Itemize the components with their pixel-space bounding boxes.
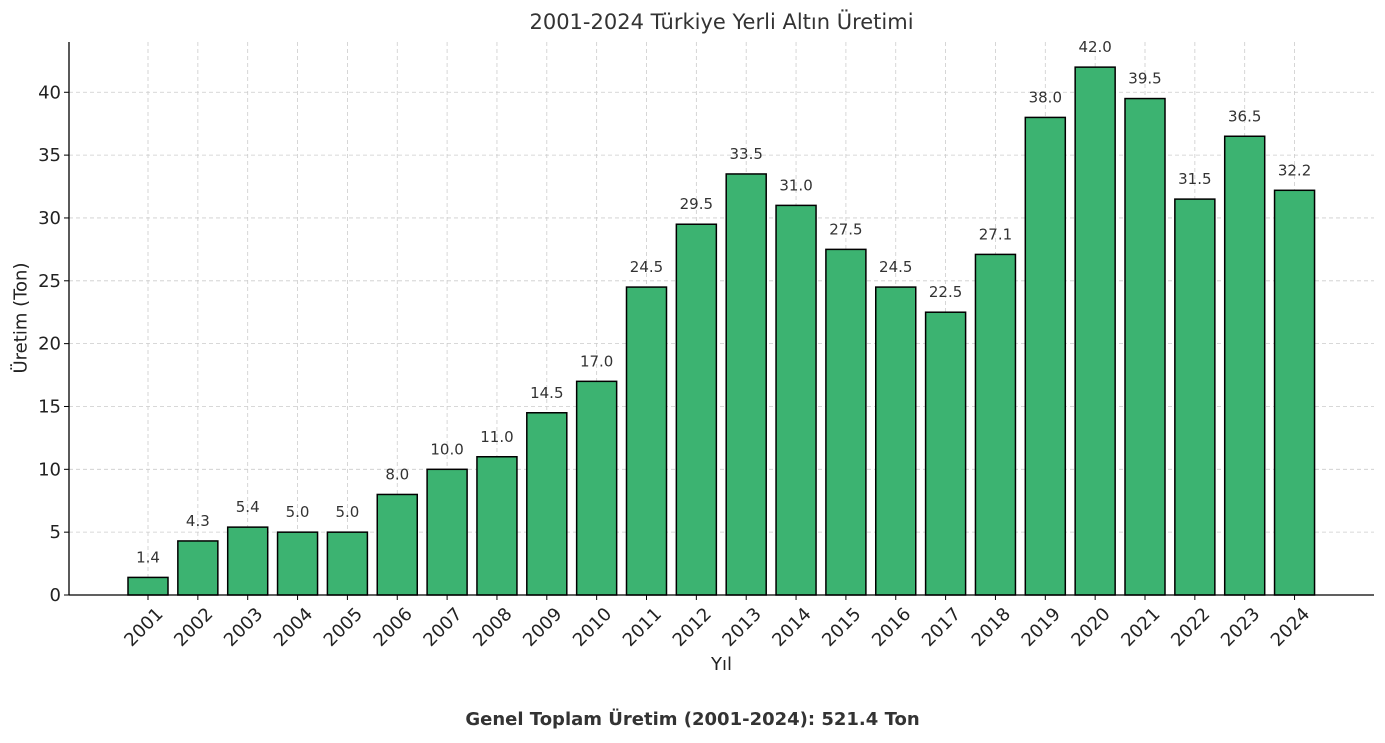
x-tick-label-2006: 2006 [370,604,417,651]
x-tick-label-2021: 2021 [1117,604,1164,651]
bar-2003 [226,526,269,596]
bar-2010 [575,380,618,596]
data-label-2004: 5.0 [286,503,310,521]
y-tick-label-0: 0 [50,585,61,606]
data-label-2008: 11.0 [480,428,513,446]
data-label-2015: 27.5 [829,220,862,238]
y-tick-label-30: 30 [38,208,61,229]
bar-2013 [725,173,767,596]
data-label-2014: 31.0 [779,176,812,194]
x-tick-label-2019: 2019 [1018,604,1065,651]
data-label-2007: 10.0 [430,440,463,458]
y-tick-label-5: 5 [50,522,61,543]
bar-2022 [1174,198,1216,596]
data-label-2021: 39.5 [1128,70,1161,88]
bar-2024 [1273,189,1316,596]
bar-2005 [326,531,369,596]
chart-title: 2001-2024 Türkiye Yerli Altın Üretimi [529,10,914,34]
bar-2008 [476,456,518,596]
x-tick-label-2013: 2013 [718,604,765,651]
x-tick-label-2014: 2014 [768,604,815,651]
bar-2014 [775,204,817,596]
bar-2023 [1223,135,1266,596]
bar-2004 [276,531,319,596]
x-tick-label-2005: 2005 [320,604,367,651]
x-tick-label-2015: 2015 [818,604,865,651]
x-tick-label-2022: 2022 [1167,604,1214,651]
data-label-2017: 22.5 [929,283,962,301]
x-tick-label-2010: 2010 [569,604,616,651]
data-label-2012: 29.5 [680,195,713,213]
data-label-2020: 42.0 [1078,38,1111,56]
y-tick-label-35: 35 [38,145,61,166]
data-label-2013: 33.5 [729,145,762,163]
data-label-2019: 38.0 [1029,88,1062,106]
x-axis-label: Yıl [711,654,732,675]
bar-2016 [875,286,917,596]
data-label-2009: 14.5 [530,384,563,402]
data-label-2024: 32.2 [1278,161,1311,179]
x-tick-label-2001: 2001 [120,604,167,651]
bar-2012 [675,223,718,596]
y-tick-label-20: 20 [38,334,61,355]
bar-2018 [974,253,1017,596]
data-label-2011: 24.5 [630,258,663,276]
x-tick-label-2008: 2008 [469,604,516,651]
x-tick-label-2018: 2018 [968,604,1015,651]
bar-2021 [1124,97,1166,596]
y-tick-label-15: 15 [38,396,61,417]
bar-2015 [825,248,867,596]
x-tick-label-2020: 2020 [1067,604,1114,651]
data-label-2003: 5.4 [236,498,260,516]
bar-2017 [924,311,967,596]
data-label-2005: 5.0 [335,503,359,521]
x-tick-label-2004: 2004 [270,604,317,651]
bar-2002 [177,540,219,596]
bar-2011 [625,286,668,596]
data-label-2002: 4.3 [186,512,210,530]
x-tick-label-2009: 2009 [519,604,566,651]
data-label-2016: 24.5 [879,258,912,276]
x-tick-label-2017: 2017 [918,604,965,651]
x-tick-label-2012: 2012 [669,604,716,651]
y-tick-label-25: 25 [38,271,61,292]
data-label-2022: 31.5 [1178,170,1211,188]
data-label-2023: 36.5 [1228,107,1261,125]
x-tick-label-2007: 2007 [419,604,466,651]
bar-2006 [376,493,418,596]
x-tick-label-2002: 2002 [170,604,217,651]
data-label-2006: 8.0 [385,465,409,483]
data-label-2010: 17.0 [580,352,613,370]
bar-2020 [1074,66,1116,596]
x-tick-label-2011: 2011 [619,604,666,651]
y-tick-label-40: 40 [38,82,61,103]
bar-2001 [127,576,169,596]
data-label-2001: 1.4 [136,548,160,566]
y-tick-label-10: 10 [38,459,61,480]
x-tick-label-2024: 2024 [1267,604,1314,651]
total-production-footer: Genel Toplam Üretim (2001-2024): 521.4 T… [465,709,920,730]
x-tick-label-2023: 2023 [1217,604,1264,651]
data-label-2018: 27.1 [979,225,1012,243]
bar-2007 [426,468,468,596]
bar-2019 [1024,116,1067,596]
bar-2009 [526,412,568,596]
x-tick-label-2003: 2003 [220,604,267,651]
x-tick-label-2016: 2016 [868,604,915,651]
